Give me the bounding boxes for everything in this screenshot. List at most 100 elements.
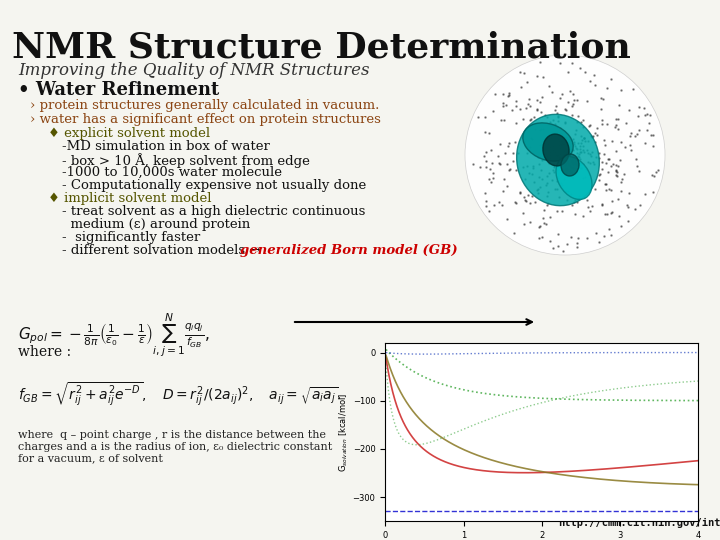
Point (606, 209, 617, 218)
Point (494, 198, 505, 206)
Point (619, 143, 631, 152)
Point (573, 150, 585, 158)
Point (625, 131, 636, 140)
Point (611, 166, 622, 174)
Point (595, 105, 606, 113)
Point (509, 137, 521, 146)
Text: › water has a significant effect on protein structures: › water has a significant effect on prot… (30, 113, 381, 126)
Point (639, 110, 651, 119)
Point (544, 117, 556, 126)
Text: NMR Structure Determination: NMR Structure Determination (12, 30, 631, 64)
Point (624, 106, 635, 114)
Point (567, 160, 579, 168)
Point (596, 165, 608, 173)
Point (584, 207, 595, 216)
Point (552, 230, 563, 238)
Point (522, 100, 534, 109)
Point (557, 246, 569, 255)
Point (487, 169, 499, 178)
Point (552, 207, 563, 215)
Point (570, 130, 581, 138)
Point (534, 222, 546, 231)
Point (638, 104, 649, 113)
Point (567, 90, 579, 99)
Point (561, 146, 572, 155)
Point (571, 239, 582, 247)
Point (498, 90, 509, 99)
Text: where  q – point charge , r is the distance between the
charges and a is the rad: where q – point charge , r is the distan… (18, 430, 332, 463)
Point (556, 162, 567, 171)
Point (514, 188, 526, 197)
Point (561, 240, 572, 248)
Point (536, 125, 547, 133)
Point (583, 122, 595, 130)
Point (581, 146, 593, 154)
Point (480, 156, 492, 165)
Point (579, 172, 590, 181)
Point (568, 140, 580, 149)
Point (504, 165, 516, 174)
Point (513, 149, 524, 158)
Point (488, 201, 500, 210)
Point (541, 172, 553, 180)
Point (648, 188, 660, 197)
Point (577, 142, 589, 151)
Point (563, 161, 575, 170)
Point (498, 102, 509, 110)
Point (494, 160, 505, 168)
Point (560, 187, 572, 195)
Point (618, 170, 629, 178)
Point (544, 82, 555, 90)
Text: - box > 10 Å, keep solvent from edge: - box > 10 Å, keep solvent from edge (62, 153, 310, 168)
Point (566, 139, 577, 147)
Point (647, 171, 658, 180)
Point (584, 120, 595, 129)
Point (570, 154, 581, 163)
Point (593, 148, 605, 157)
Point (544, 154, 556, 163)
Point (537, 213, 549, 222)
Point (518, 163, 529, 172)
Point (553, 151, 564, 159)
Point (564, 87, 576, 96)
Point (536, 175, 548, 184)
Point (492, 152, 503, 160)
Y-axis label: G$_{solvation}$ [kcal/mol]: G$_{solvation}$ [kcal/mol] (338, 393, 350, 471)
Point (531, 106, 543, 114)
Point (534, 160, 545, 168)
Point (552, 166, 563, 175)
Point (546, 116, 558, 124)
Point (574, 148, 585, 157)
Point (577, 123, 588, 131)
Point (591, 124, 603, 133)
Point (564, 147, 576, 156)
Point (647, 141, 659, 150)
Point (565, 145, 577, 154)
Point (536, 156, 548, 165)
Point (537, 72, 549, 81)
Point (531, 71, 542, 80)
Point (602, 154, 613, 163)
Point (546, 87, 558, 96)
Point (572, 139, 584, 147)
Point (560, 151, 572, 160)
Ellipse shape (523, 123, 573, 161)
Point (562, 146, 574, 155)
Point (525, 134, 536, 143)
Point (544, 143, 555, 152)
Point (554, 150, 566, 158)
Point (555, 136, 567, 145)
Point (564, 166, 575, 175)
Point (588, 70, 599, 79)
Point (553, 141, 564, 150)
Point (474, 163, 485, 171)
Point (519, 174, 531, 183)
Point (629, 131, 641, 140)
Point (631, 155, 642, 164)
Point (563, 98, 575, 106)
Point (614, 156, 626, 164)
Point (501, 159, 513, 168)
Point (548, 163, 559, 171)
Point (575, 63, 586, 72)
Point (560, 153, 572, 162)
